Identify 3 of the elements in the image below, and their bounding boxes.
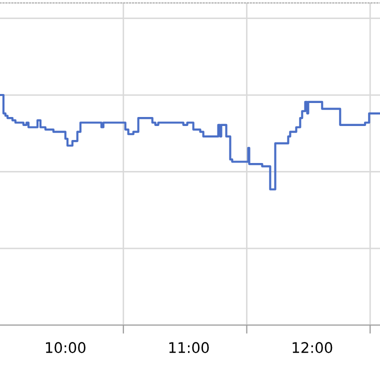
x-tick-label: 11:00 xyxy=(169,342,209,354)
x-tick-label: 12:00 xyxy=(292,342,332,354)
x-tick-label: 10:00 xyxy=(46,342,86,354)
